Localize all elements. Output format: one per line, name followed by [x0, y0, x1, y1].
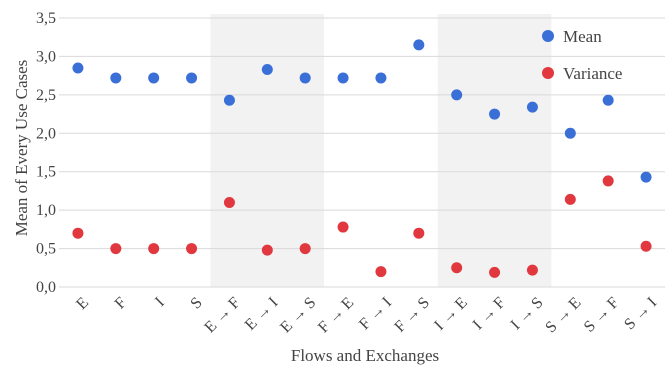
- x-tick-label: I → F: [470, 294, 509, 333]
- mean-point: [72, 62, 84, 74]
- y-tick-label: 2,5: [36, 87, 56, 104]
- mean-point: [564, 127, 576, 139]
- mean-point: [299, 72, 311, 84]
- x-tick-label: F → E: [315, 294, 357, 336]
- y-tick-label: 1,0: [36, 202, 56, 219]
- x-tick-label: S: [187, 294, 205, 312]
- y-tick-label: 1,5: [36, 164, 56, 181]
- variance-point: [451, 262, 463, 274]
- x-tick-label: E → I: [242, 294, 282, 334]
- mean-point: [640, 171, 652, 183]
- legend-label-variance: Variance: [563, 64, 622, 83]
- y-tick-label: 0,0: [36, 279, 56, 296]
- variance-point: [148, 243, 160, 255]
- data-points: [72, 39, 652, 278]
- variance-point: [526, 264, 538, 276]
- y-tick-label: 0,5: [36, 241, 56, 258]
- mean-point: [337, 72, 349, 84]
- x-tick-label: I → E: [431, 294, 471, 334]
- variance-point: [72, 227, 84, 239]
- x-tick-label: F → S: [391, 294, 433, 336]
- variance-point: [375, 266, 387, 278]
- legend-marker-mean: [542, 30, 554, 42]
- variance-point: [186, 243, 198, 255]
- y-axis-title: Mean of Every Use Cases: [12, 60, 31, 237]
- mean-point: [261, 63, 273, 75]
- x-tick-label: S → F: [581, 294, 623, 336]
- variance-point: [602, 175, 614, 187]
- mean-point: [375, 72, 387, 84]
- shaded-bands: [210, 14, 552, 287]
- legend: Mean Variance: [542, 27, 622, 83]
- mean-point: [110, 72, 122, 84]
- shaded-band-1: [210, 14, 325, 287]
- mean-point: [223, 94, 235, 106]
- variance-point: [413, 227, 425, 239]
- variance-point: [564, 193, 576, 205]
- variance-point: [337, 221, 349, 233]
- shaded-band-2: [437, 14, 552, 287]
- x-tick-label: I: [152, 294, 168, 310]
- mean-point: [451, 89, 463, 101]
- variance-point: [299, 243, 311, 255]
- x-tick-label: F → I: [356, 294, 395, 333]
- x-tick-label: E: [73, 294, 92, 313]
- variance-point: [640, 240, 652, 252]
- x-tick-label: E → F: [201, 294, 243, 336]
- mean-point: [602, 94, 614, 106]
- gridlines: [59, 17, 665, 288]
- x-tick-label: E → S: [277, 294, 319, 336]
- legend-marker-variance: [542, 67, 554, 79]
- x-axis-ticks: E F I SE → FE → IE → SF → EF → IF → SI → EI…: [73, 294, 660, 336]
- mean-point: [148, 72, 160, 84]
- x-tick-label: S → E: [542, 294, 584, 336]
- x-axis-title: Flows and Exchanges: [291, 346, 439, 365]
- variance-point: [223, 196, 235, 208]
- legend-label-mean: Mean: [563, 27, 602, 46]
- variance-point: [489, 266, 501, 278]
- x-tick-label: S → I: [621, 294, 660, 333]
- x-tick-label: F: [112, 294, 130, 312]
- variance-point: [261, 244, 273, 256]
- x-tick-label: I → S: [508, 294, 547, 333]
- y-tick-label: 3,5: [36, 10, 56, 27]
- mean-point: [526, 101, 538, 113]
- y-axis-ticks: 0,0 0,5 1,0 1,5 2,0 2,5 3,0 3,5: [36, 10, 56, 296]
- variance-point: [110, 243, 122, 255]
- mean-point: [489, 108, 501, 120]
- y-tick-label: 3,0: [36, 48, 56, 65]
- y-tick-label: 2,0: [36, 125, 56, 142]
- mean-point: [413, 39, 425, 51]
- mean-point: [186, 72, 198, 84]
